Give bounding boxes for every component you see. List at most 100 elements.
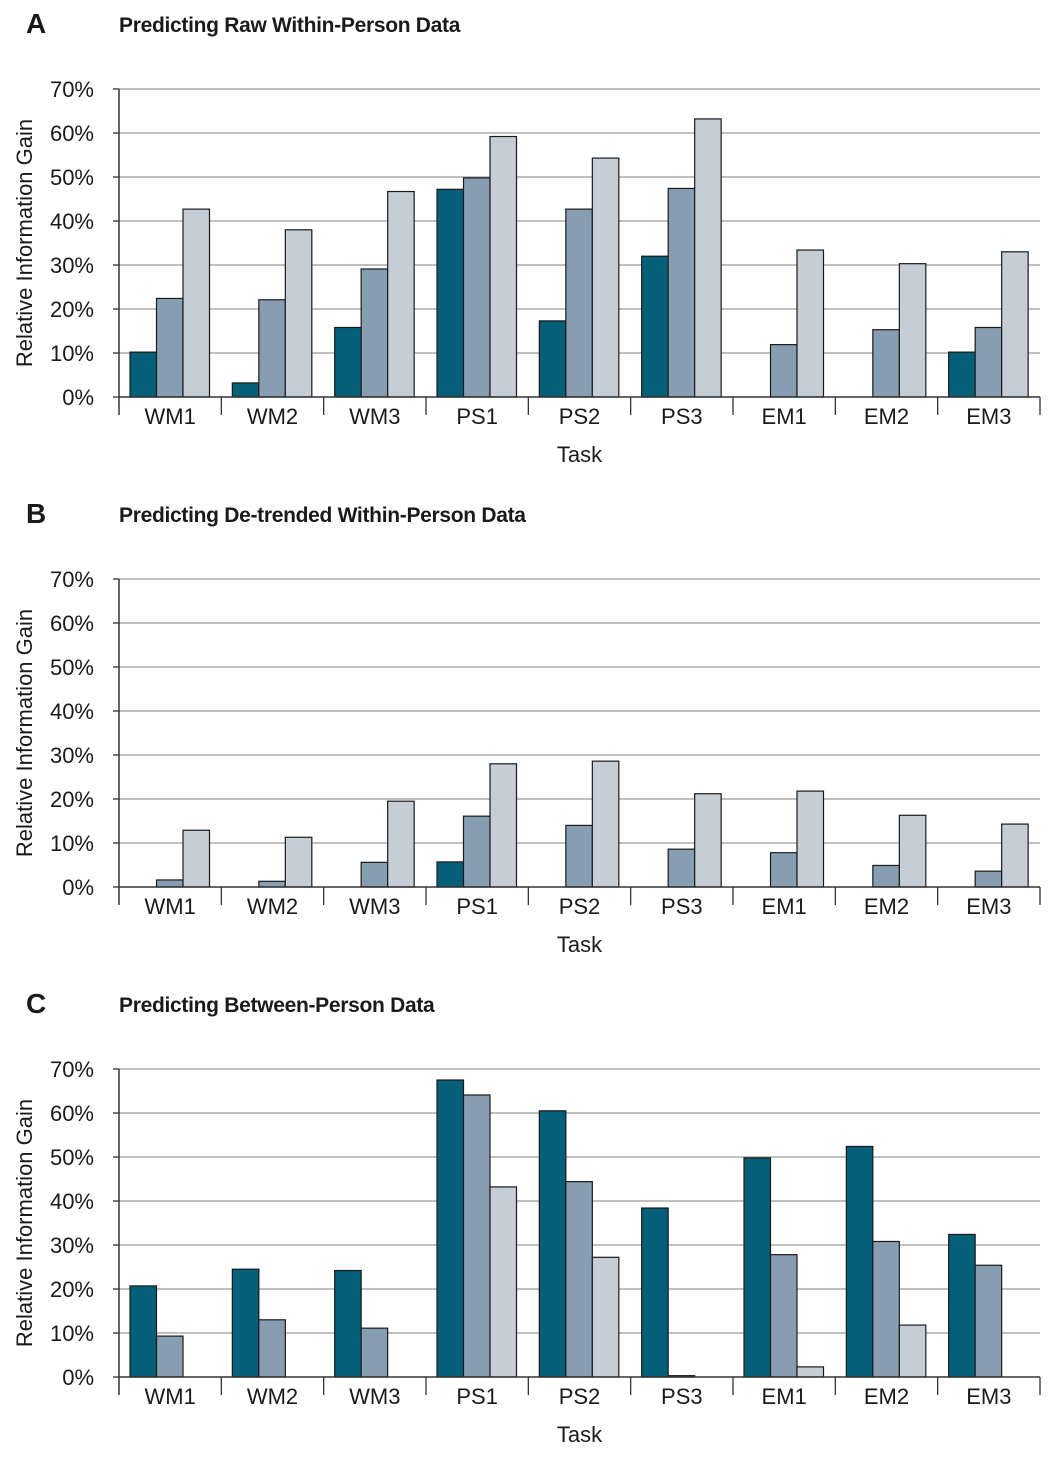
bar-ps3-series-3 [694, 793, 722, 888]
x-tick-label: PS2 [559, 404, 601, 429]
y-tick-label: 30% [50, 743, 94, 768]
bar-wm2-series-3 [284, 836, 313, 888]
x-axis-label: Task [557, 442, 603, 467]
y-tick-label: 60% [50, 611, 94, 636]
y-tick-label: 70% [50, 1057, 94, 1082]
bar-wm2-series-1 [231, 382, 260, 398]
bar-ps1-series-1 [436, 861, 465, 888]
bar-ps2-series-2 [565, 824, 593, 888]
y-axis-label: Relative Information Gain [12, 1099, 37, 1347]
chart-panel-a: A Predicting Raw Within-Person Data 0% 10% 2… [0, 0, 1051, 490]
bar-ps1-series-3 [489, 1186, 518, 1378]
x-tick-label: PS2 [559, 894, 601, 919]
bar-em3-series-2 [974, 1264, 1003, 1378]
bar-em1-series-1 [743, 1157, 772, 1378]
y-tick-label: 30% [50, 1233, 94, 1258]
bar-ps2-series-2 [565, 1181, 593, 1378]
x-tick-label: EM2 [864, 404, 909, 429]
x-tick-label: EM2 [864, 894, 909, 919]
x-tick-label: WM1 [145, 1384, 196, 1409]
x-tick-label: WM2 [247, 894, 298, 919]
x-axis-label: Task [557, 1422, 603, 1447]
y-tick-label: 70% [50, 77, 94, 102]
chart-title: Predicting Raw Within-Person Data [119, 14, 461, 37]
y-tick-label: 0% [62, 1365, 94, 1390]
y-tick-label: 0% [62, 385, 94, 410]
bar-em2-series-3 [898, 263, 927, 398]
bar-em3-series-1 [948, 1233, 976, 1378]
bar-wm1-series-3 [182, 208, 211, 398]
bar-em1-series-3 [796, 1366, 825, 1378]
bar-wm2-series-2 [258, 880, 286, 888]
y-axis-label: Relative Information Gain [12, 119, 37, 367]
x-tick-label: WM1 [145, 894, 196, 919]
x-axis-label: Task [557, 932, 603, 957]
y-tick-label: 20% [50, 787, 94, 812]
bar-wm2-series-1 [231, 1268, 260, 1378]
bar-ps1-series-2 [462, 1094, 491, 1378]
x-tick-label: EM2 [864, 1384, 909, 1409]
bar-em3-series-3 [1001, 823, 1029, 888]
bar-wm1-series-1 [129, 1285, 158, 1378]
bar-em2-series-2 [872, 864, 900, 888]
bar-wm3-series-2 [360, 268, 389, 398]
y-tick-label: 40% [50, 209, 94, 234]
bar-chart: 0% 10% 20% 30% 40% 50% 60% 70% Relative Informat… [12, 77, 1041, 467]
y-tick-label: 20% [50, 297, 94, 322]
y-tick-label: 30% [50, 253, 94, 278]
bar-ps2-series-1 [538, 320, 567, 398]
x-tick-label: EM3 [966, 404, 1011, 429]
bar-ps1-series-1 [436, 1079, 465, 1378]
y-tick-label: 50% [50, 655, 94, 680]
y-tick-label: 50% [50, 165, 94, 190]
y-tick-label: 10% [50, 1321, 94, 1346]
bar-ps1-series-3 [489, 135, 518, 398]
bar-wm3-series-1 [334, 1269, 362, 1378]
bar-wm3-series-3 [387, 190, 415, 398]
x-tick-label: WM3 [349, 894, 400, 919]
y-tick-label: 10% [50, 831, 94, 856]
x-tick-label: WM1 [145, 404, 196, 429]
y-tick-label: 10% [50, 341, 94, 366]
bar-ps2-series-3 [591, 157, 620, 398]
bar-chart: 0% 10% 20% 30% 40% 50% 60% 70% Relative Informat… [12, 1057, 1041, 1447]
x-tick-label: WM3 [349, 404, 400, 429]
bar-em1-series-2 [769, 852, 798, 888]
x-tick-label: WM2 [247, 404, 298, 429]
bar-em2-series-3 [898, 1324, 927, 1378]
bar-em3-series-2 [974, 870, 1003, 888]
x-tick-label: EM3 [966, 894, 1011, 919]
bar-wm1-series-3 [182, 829, 211, 888]
bar-em1-series-3 [796, 790, 825, 888]
y-axis-label: Relative Information Gain [12, 609, 37, 857]
bar-wm1-series-2 [155, 1335, 184, 1378]
y-tick-label: 40% [50, 1189, 94, 1214]
y-tick-label: 60% [50, 121, 94, 146]
chart-title: Predicting Between-Person Data [119, 994, 435, 1017]
bar-em2-series-3 [898, 814, 927, 888]
x-tick-label: PS3 [661, 1384, 703, 1409]
bar-wm3-series-3 [387, 800, 415, 888]
bar-wm1-series-2 [155, 879, 184, 888]
x-tick-label: EM1 [762, 1384, 807, 1409]
bar-em2-series-2 [872, 1240, 900, 1378]
bar-em1-series-2 [769, 344, 798, 398]
x-tick-label: PS3 [661, 404, 703, 429]
bar-em2-series-2 [872, 329, 900, 398]
x-tick-label: EM1 [762, 404, 807, 429]
x-tick-label: EM1 [762, 894, 807, 919]
bar-ps1-series-2 [462, 815, 491, 888]
y-tick-label: 40% [50, 699, 94, 724]
bar-ps3-series-2 [667, 187, 696, 398]
panel-letter: B [26, 498, 47, 529]
chart-title: Predicting De-trended Within-Person Data [119, 504, 526, 527]
x-tick-label: EM3 [966, 1384, 1011, 1409]
bar-wm2-series-2 [258, 1319, 286, 1378]
x-tick-label: WM3 [349, 1384, 400, 1409]
x-tick-label: PS1 [456, 1384, 498, 1409]
bar-em1-series-3 [796, 249, 825, 398]
panel-letter: A [26, 8, 47, 39]
x-tick-label: PS2 [559, 1384, 601, 1409]
bar-ps3-series-1 [641, 1207, 669, 1378]
bar-wm1-series-2 [155, 297, 184, 398]
